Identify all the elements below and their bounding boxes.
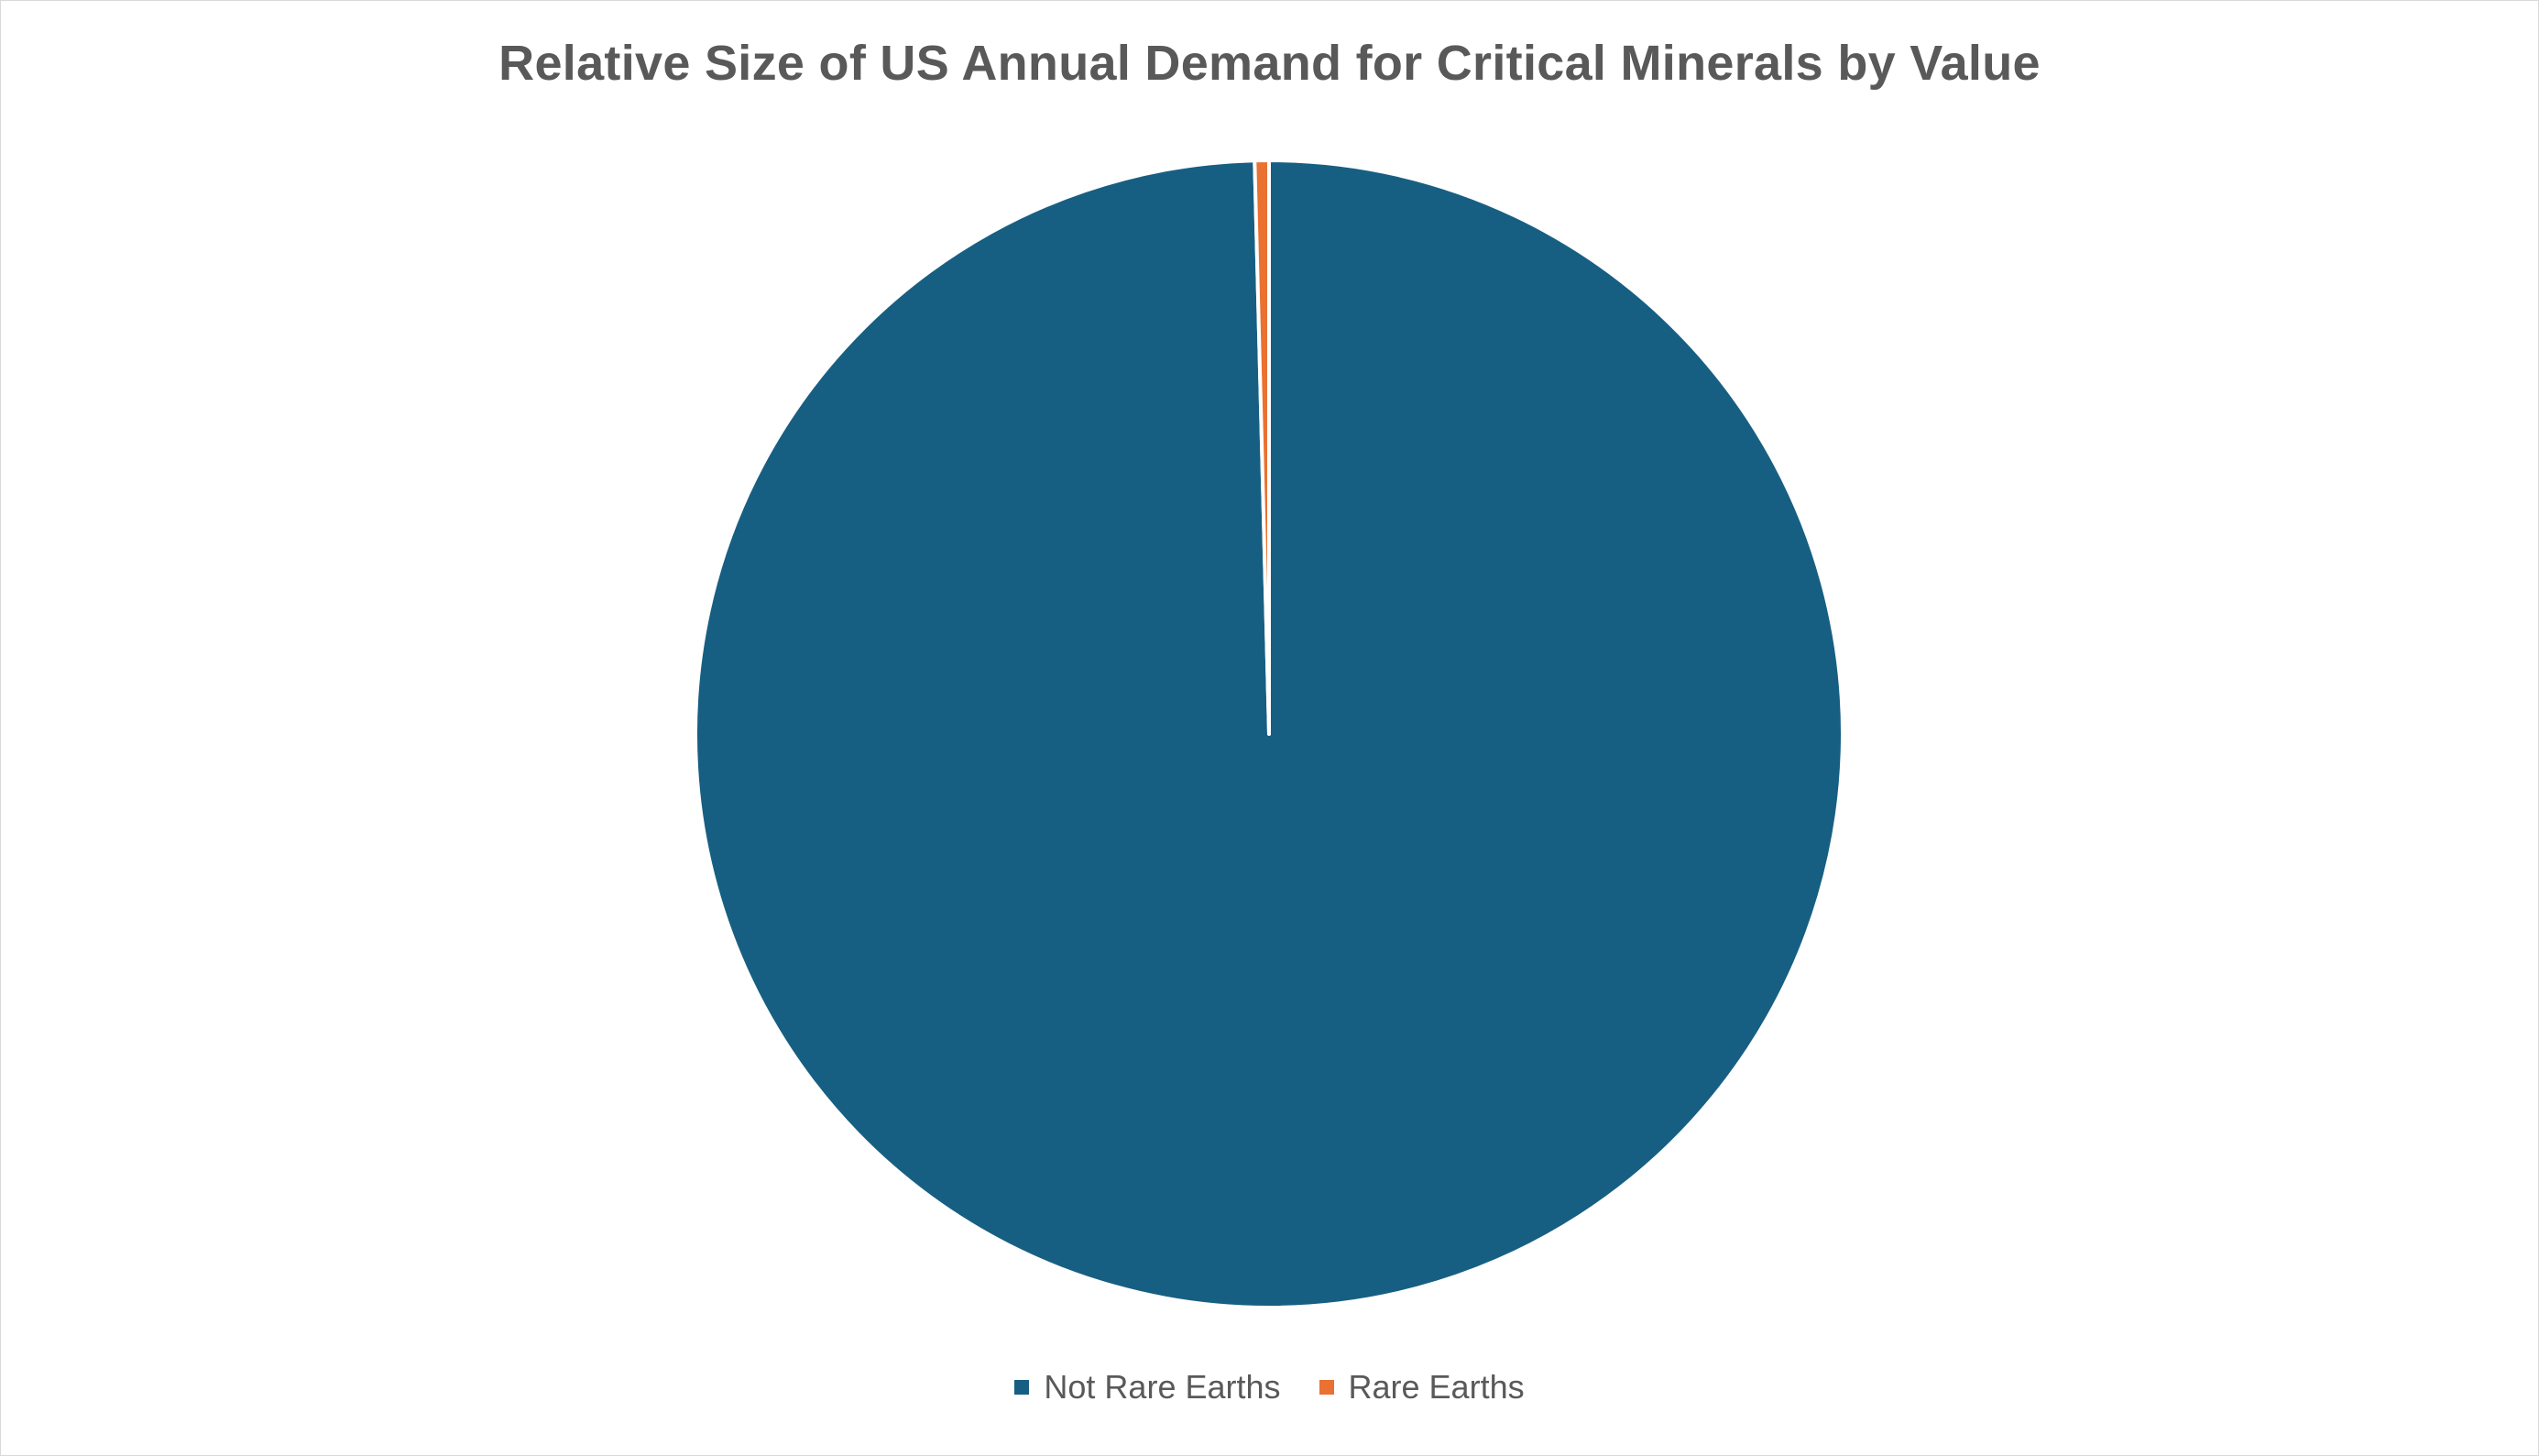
- chart-title: Relative Size of US Annual Demand for Cr…: [498, 36, 2041, 91]
- legend-swatch-not-rare-earths: [1014, 1380, 1030, 1395]
- legend-item-rare-earths: Rare Earths: [1319, 1368, 1525, 1407]
- legend-item-not-rare-earths: Not Rare Earths: [1014, 1368, 1281, 1407]
- legend-swatch-rare-earths: [1319, 1380, 1334, 1395]
- legend: Not Rare Earths Rare Earths: [0, 1368, 2539, 1407]
- legend-label-not-rare-earths: Not Rare Earths: [1044, 1368, 1281, 1406]
- pie-slice-rare-earths: [1253, 159, 1271, 736]
- legend-label-rare-earths: Rare Earths: [1348, 1368, 1525, 1406]
- pie-slices: [694, 159, 1845, 1309]
